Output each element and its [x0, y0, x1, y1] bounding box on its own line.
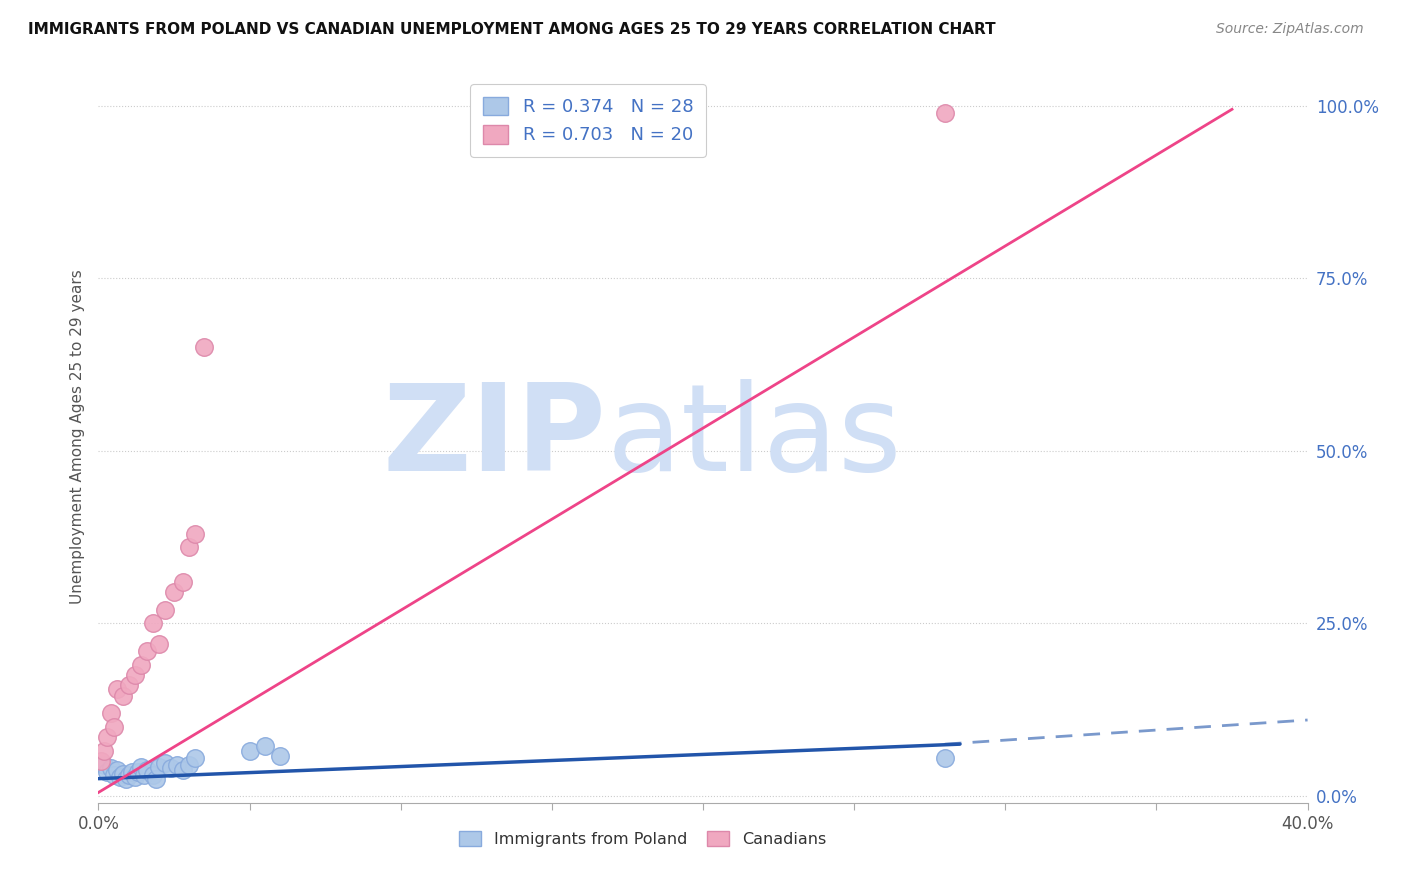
Point	[118, 678, 141, 692]
Point	[105, 763, 128, 777]
Point	[124, 668, 146, 682]
Point	[135, 644, 157, 658]
Point	[253, 739, 276, 754]
Point	[184, 526, 207, 541]
Point	[129, 657, 152, 672]
Point	[111, 689, 134, 703]
Point	[172, 574, 194, 589]
Point	[90, 755, 112, 769]
Point	[111, 767, 134, 781]
Point	[93, 757, 115, 772]
Point	[121, 764, 143, 779]
Point	[934, 751, 956, 765]
Point	[145, 772, 167, 786]
Text: atlas: atlas	[606, 378, 901, 496]
Point	[934, 105, 956, 120]
Point	[172, 763, 194, 777]
Point	[163, 585, 186, 599]
Text: IMMIGRANTS FROM POLAND VS CANADIAN UNEMPLOYMENT AMONG AGES 25 TO 29 YEARS CORREL: IMMIGRANTS FROM POLAND VS CANADIAN UNEMP…	[28, 22, 995, 37]
Point	[135, 763, 157, 777]
Point	[179, 541, 201, 555]
Point	[118, 768, 141, 782]
Text: ZIP: ZIP	[382, 378, 606, 496]
Point	[166, 757, 188, 772]
Point	[129, 760, 152, 774]
Point	[153, 602, 176, 616]
Point	[184, 751, 207, 765]
Point	[132, 768, 155, 782]
Y-axis label: Unemployment Among Ages 25 to 29 years: Unemployment Among Ages 25 to 29 years	[69, 269, 84, 605]
Point	[100, 761, 122, 775]
Point	[142, 616, 165, 631]
Point	[93, 744, 115, 758]
Point	[127, 764, 149, 779]
Text: Source: ZipAtlas.com: Source: ZipAtlas.com	[1216, 22, 1364, 37]
Point	[124, 770, 146, 784]
Point	[96, 731, 118, 745]
Point	[100, 706, 122, 720]
Point	[105, 681, 128, 696]
Point	[193, 340, 215, 354]
Point	[103, 720, 125, 734]
Point	[108, 770, 131, 784]
Point	[103, 768, 125, 782]
Point	[160, 761, 183, 775]
Point	[179, 757, 201, 772]
Point	[142, 768, 165, 782]
Point	[148, 637, 170, 651]
Point	[96, 764, 118, 779]
Point	[114, 772, 136, 786]
Point	[239, 744, 262, 758]
Legend: Immigrants from Poland, Canadians: Immigrants from Poland, Canadians	[453, 825, 832, 854]
Point	[148, 760, 170, 774]
Point	[153, 756, 176, 770]
Point	[269, 748, 291, 763]
